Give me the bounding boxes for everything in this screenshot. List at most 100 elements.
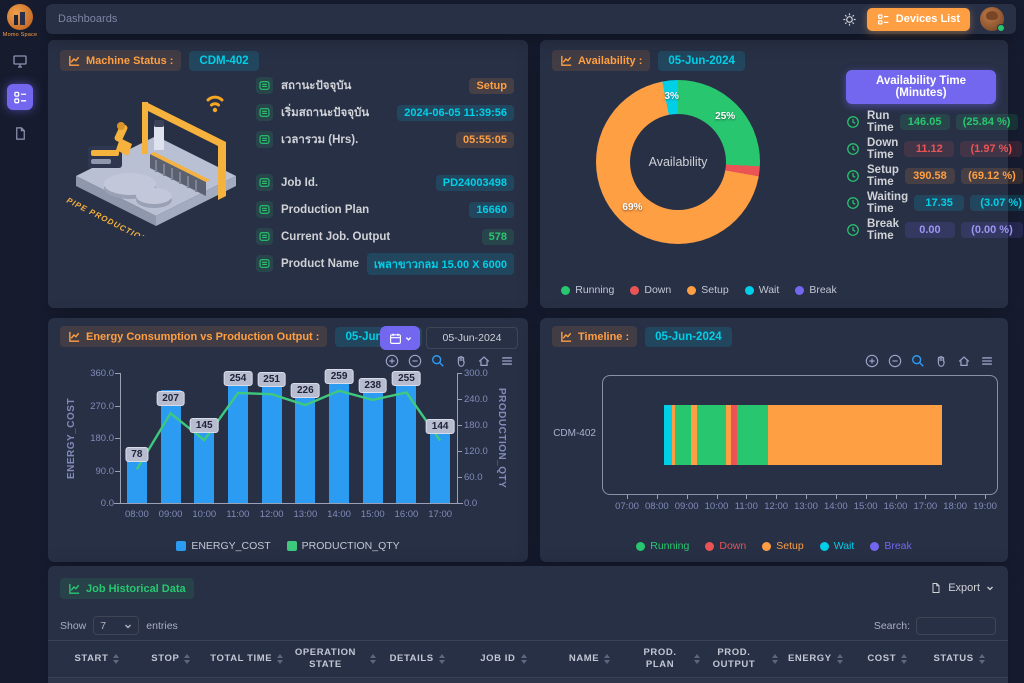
sidebar-item-monitor[interactable] <box>7 48 33 74</box>
legend-item[interactable]: Wait <box>744 284 779 296</box>
sidebar-item-devices[interactable] <box>7 84 33 110</box>
table-header-cell[interactable]: JOB ID <box>458 653 548 665</box>
theme-toggle-button[interactable] <box>842 12 857 27</box>
energy-cost-bar[interactable] <box>295 387 316 503</box>
sort-icon <box>277 654 284 664</box>
legend-label: Wait <box>833 540 855 552</box>
date-input[interactable] <box>426 327 518 349</box>
home-icon[interactable] <box>957 354 971 368</box>
legend-label: Setup <box>776 540 804 552</box>
availability-row-percent: (3.07 %) <box>970 195 1024 211</box>
search-input[interactable] <box>916 616 996 635</box>
timeline-plot-frame[interactable] <box>602 375 998 495</box>
menu-icon[interactable] <box>980 354 994 368</box>
production-qty-label: 259 <box>324 368 354 384</box>
table-header-cell[interactable]: STATUS <box>922 653 996 665</box>
table-header-cell[interactable]: COST <box>852 653 922 665</box>
x-axis-tick-label: 15:00 <box>360 509 385 520</box>
availability-row-value: 0.00 <box>904 222 955 238</box>
table-header-cell[interactable]: DETAILS <box>376 653 458 665</box>
production-qty-label: 226 <box>291 383 320 399</box>
legend-swatch <box>636 541 646 551</box>
sidebar-item-reports[interactable] <box>7 120 33 146</box>
legend-item[interactable]: Down <box>705 540 746 552</box>
table-header-cell[interactable]: NAME <box>549 653 631 665</box>
table-header-cell[interactable]: TOTAL TIME <box>208 653 286 665</box>
machine-status-row-label: เวลารวม (Hrs). <box>281 133 359 146</box>
sort-icon <box>901 654 908 664</box>
x-axis-tick-label: 11:00 <box>734 501 758 512</box>
machine-status-row-value: PD24003498 <box>435 174 514 191</box>
energy-chart[interactable]: 0.0 90.0 180.0 270.0 360.0 0.0 60.0 120.0 180.0 2… <box>48 318 528 562</box>
zoom-out-icon[interactable] <box>408 354 422 368</box>
availability-panel-title: Availability Time (Minutes) <box>846 70 996 104</box>
legend-item[interactable]: Running <box>636 540 689 552</box>
job-history-title: Job Historical Data <box>86 582 186 595</box>
calendar-dropdown-button[interactable] <box>380 326 420 350</box>
energy-cost-bar[interactable] <box>430 430 451 503</box>
legend-item[interactable]: Setup <box>762 540 804 552</box>
avatar[interactable] <box>980 7 1005 32</box>
timeline-segment-down <box>730 405 737 465</box>
y2-axis-tick-label: 240.0 <box>464 394 488 405</box>
app-logo[interactable] <box>7 4 33 30</box>
table-header-cell[interactable]: START <box>60 653 134 665</box>
x-axis-tick-label: 09:00 <box>674 501 699 512</box>
zoom-out-icon[interactable] <box>888 354 902 368</box>
table-header-cell[interactable]: ENERGY <box>778 653 852 665</box>
table-header-cell[interactable]: OPERATION STATE <box>286 647 377 671</box>
x-axis-tick-label: 13:00 <box>794 501 818 512</box>
energy-cost-bar[interactable] <box>362 380 383 503</box>
home-icon[interactable] <box>477 354 491 368</box>
legend-item[interactable]: ENERGY_COST <box>176 540 271 552</box>
timeline-segment-setup <box>725 405 731 465</box>
list-icon <box>256 77 273 94</box>
legend-label: Running <box>575 284 615 296</box>
machine-status-row: Current Job. Output 578 <box>256 227 514 246</box>
devices-list-button[interactable]: Devices List <box>866 7 970 31</box>
availability-row-label: Waiting Time <box>867 191 909 215</box>
chevron-down-icon <box>987 586 993 591</box>
export-button[interactable]: Export <box>930 582 994 594</box>
legend-item[interactable]: Running <box>561 284 614 296</box>
legend-item[interactable]: Down <box>630 284 671 296</box>
table-header-cell[interactable]: STOP <box>134 653 208 665</box>
energy-cost-bar[interactable] <box>227 373 248 503</box>
machine-status-row-value: 16660 <box>469 201 514 218</box>
y2-axis-tick-label: 300.0 <box>464 368 488 379</box>
energy-cost-bar[interactable] <box>194 417 215 503</box>
availability-row-value: 17.35 <box>914 195 965 211</box>
zoom-in-icon[interactable] <box>865 354 879 368</box>
legend-item[interactable]: Break <box>795 284 837 296</box>
entries-select[interactable]: 7 <box>93 616 140 635</box>
availability-donut-chart[interactable]: Availability 25% 69% 3% <box>596 80 760 244</box>
energy-cost-bar[interactable] <box>396 375 417 503</box>
machine-status-row: เวลารวม (Hrs). 05:55:05 <box>256 130 514 149</box>
y-axis-tick <box>115 405 120 407</box>
x-axis-tick <box>746 495 748 499</box>
legend-item[interactable]: Break <box>870 540 912 552</box>
table-header-cell[interactable]: PROD. OUTPUT <box>700 647 779 671</box>
table-controls: Show 7 entries Search: <box>60 616 996 635</box>
legend-label: Down <box>644 284 672 296</box>
box-zoom-icon[interactable] <box>431 354 445 368</box>
menu-icon[interactable] <box>500 354 514 368</box>
energy-cost-bar[interactable] <box>329 373 350 503</box>
x-axis-tick-label: 08:00 <box>644 501 669 512</box>
timeline-chart: 07:00 08:00 09:00 10:00 11:00 12:00 13:00 14:00… <box>540 318 1008 562</box>
sort-icon <box>520 654 527 664</box>
table-header-cell[interactable]: PROD. PLAN <box>631 647 701 671</box>
legend-item[interactable]: Wait <box>819 540 855 552</box>
table-row[interactable] <box>48 679 1008 683</box>
box-zoom-icon[interactable] <box>911 354 925 368</box>
legend-item[interactable]: PRODUCTION_QTY <box>286 540 400 552</box>
timeline-state-bar[interactable] <box>663 405 942 465</box>
breadcrumb[interactable]: Dashboards <box>58 13 118 25</box>
legend-item[interactable]: Setup <box>687 284 729 296</box>
pan-icon[interactable] <box>934 354 948 368</box>
energy-card: Energy Consumption vs Production Output … <box>48 318 528 562</box>
energy-cost-bar[interactable] <box>261 375 282 503</box>
zoom-in-icon[interactable] <box>385 354 399 368</box>
energy-cost-bar[interactable] <box>126 454 147 503</box>
pan-icon[interactable] <box>454 354 468 368</box>
